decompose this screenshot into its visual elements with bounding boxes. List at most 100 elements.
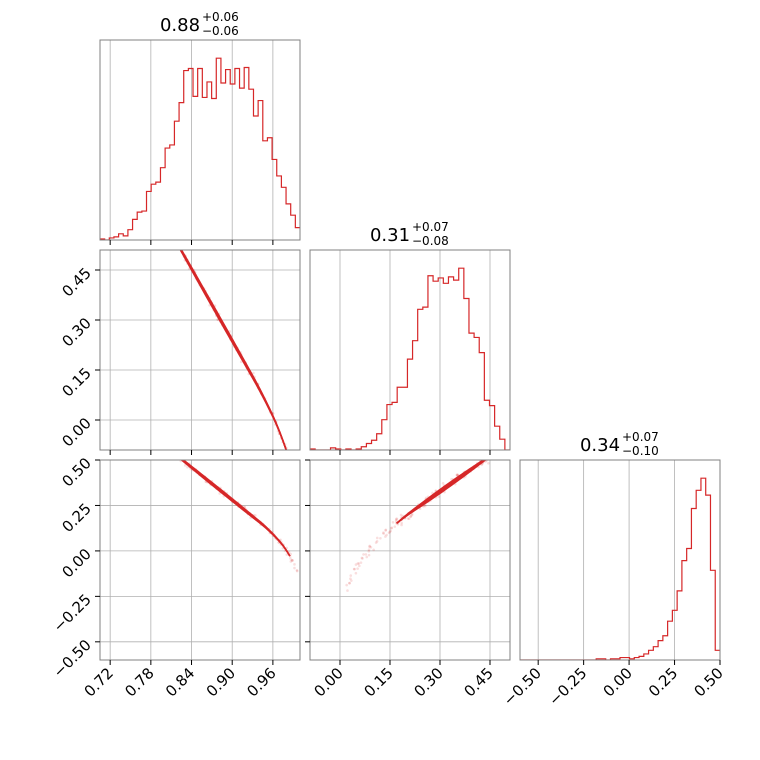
- scatter-point: [291, 465, 294, 468]
- panel-frame-0-0: [99, 39, 301, 241]
- marginal-hist-1: [310, 267, 510, 450]
- x-tick-label-0-0: 0.72: [81, 664, 117, 700]
- scatter-point: [160, 444, 163, 447]
- y-tick-label-1-1: 0.15: [58, 364, 94, 400]
- scatter-point: [293, 566, 296, 570]
- scatter-point: [482, 454, 485, 457]
- scatter-point: [126, 152, 129, 155]
- scatter-point: [289, 557, 292, 560]
- scatter-point: [164, 441, 167, 444]
- scatter-point: [159, 210, 162, 213]
- scatter-point: [390, 527, 393, 530]
- scatter-point: [119, 410, 122, 413]
- contour-line-4: [396, 460, 485, 524]
- scatter-point: [123, 412, 126, 415]
- x-tick-label-2-2: 0.00: [600, 664, 636, 700]
- scatter-point: [369, 545, 373, 549]
- marginal-title-lower-1: −0.08: [412, 234, 449, 248]
- scatter-point: [292, 469, 295, 472]
- y-tick-label-1-3: 0.45: [58, 264, 94, 300]
- scatter-point: [382, 531, 385, 535]
- scatter-point: [391, 520, 395, 524]
- grid-1-0: [100, 250, 300, 450]
- scatter-point: [136, 421, 139, 424]
- contour-line-2: [180, 250, 287, 450]
- scatter-point: [379, 536, 382, 540]
- scatter-point: [142, 426, 145, 429]
- scatter-point: [169, 231, 172, 234]
- scatter-point: [175, 241, 178, 244]
- scatter-point: [354, 571, 358, 575]
- scatter-point: [143, 425, 146, 428]
- scatter-point: [431, 491, 434, 495]
- scatter-point: [372, 548, 375, 552]
- scatter-point: [165, 222, 168, 225]
- panel-frame-1-0: [99, 249, 301, 451]
- scatter-point: [180, 456, 183, 459]
- scatter-point: [394, 518, 398, 522]
- scatter-point: [384, 528, 388, 532]
- grid-2-2: [537, 460, 721, 660]
- scatter-point: [492, 457, 495, 460]
- scatter-point: [349, 577, 352, 581]
- scatter-point: [113, 127, 116, 130]
- scatter-point: [134, 167, 137, 170]
- scatter-point: [374, 541, 378, 544]
- scatter-point: [360, 556, 364, 560]
- scatter-point: [166, 224, 169, 227]
- x-tick-label-0-3: 0.90: [203, 664, 239, 700]
- scatter-point: [138, 422, 141, 425]
- scatter-point: [110, 122, 113, 125]
- marginal-title-lower-0: −0.06: [202, 24, 239, 38]
- x-tick-label-1-2: 0.30: [410, 664, 446, 700]
- scatter-point: [456, 473, 460, 477]
- scatter-point: [354, 563, 358, 566]
- scatter-point: [134, 421, 137, 424]
- scatter-point: [293, 563, 296, 566]
- scatter-point: [400, 523, 403, 527]
- scatter-point: [145, 187, 148, 190]
- scatter-point: [482, 456, 485, 459]
- x-tick-label-0-1: 0.78: [121, 664, 157, 700]
- scatter-point: [364, 553, 368, 556]
- scatter-point: [151, 434, 154, 437]
- scatter-point: [178, 245, 181, 248]
- scatter-point: [169, 228, 172, 231]
- grid-2-0: [100, 459, 300, 660]
- scatter-point: [157, 212, 160, 215]
- scatter-point: [170, 452, 173, 455]
- scatter-point: [148, 431, 151, 434]
- scatter-point: [124, 415, 127, 418]
- scatter-point: [121, 408, 124, 411]
- scatter-point: [122, 148, 125, 151]
- scatter-point: [365, 555, 369, 559]
- scatter-point: [171, 232, 174, 235]
- scatter-point: [382, 532, 385, 535]
- scatter-point: [106, 399, 109, 402]
- scatter-point: [498, 452, 501, 455]
- scatter-point: [254, 514, 257, 517]
- joint-2-0: [106, 399, 299, 573]
- x-tick-label-0-2: 0.84: [162, 664, 198, 700]
- scatter-point: [161, 219, 164, 222]
- marginal-hist-0: [100, 57, 300, 240]
- scatter-point: [123, 409, 126, 412]
- scatter-point: [489, 455, 492, 458]
- scatter-point: [346, 589, 349, 592]
- scatter-point: [368, 544, 372, 548]
- scatter-point: [113, 404, 116, 407]
- scatter-point: [146, 430, 149, 433]
- scatter-point: [367, 553, 371, 557]
- marginal-title-2: 0.34: [580, 435, 620, 456]
- scatter-point: [406, 517, 410, 520]
- scatter-point: [160, 218, 163, 221]
- scatter-point: [140, 425, 143, 428]
- scatter-point: [171, 453, 174, 456]
- scatter-point: [128, 160, 131, 163]
- scatter-point: [132, 417, 135, 420]
- scatter-point: [356, 567, 359, 570]
- scatter-point: [384, 529, 387, 532]
- contour-line-0: [180, 460, 291, 557]
- scatter-point: [177, 456, 180, 459]
- scatter-point: [161, 444, 164, 447]
